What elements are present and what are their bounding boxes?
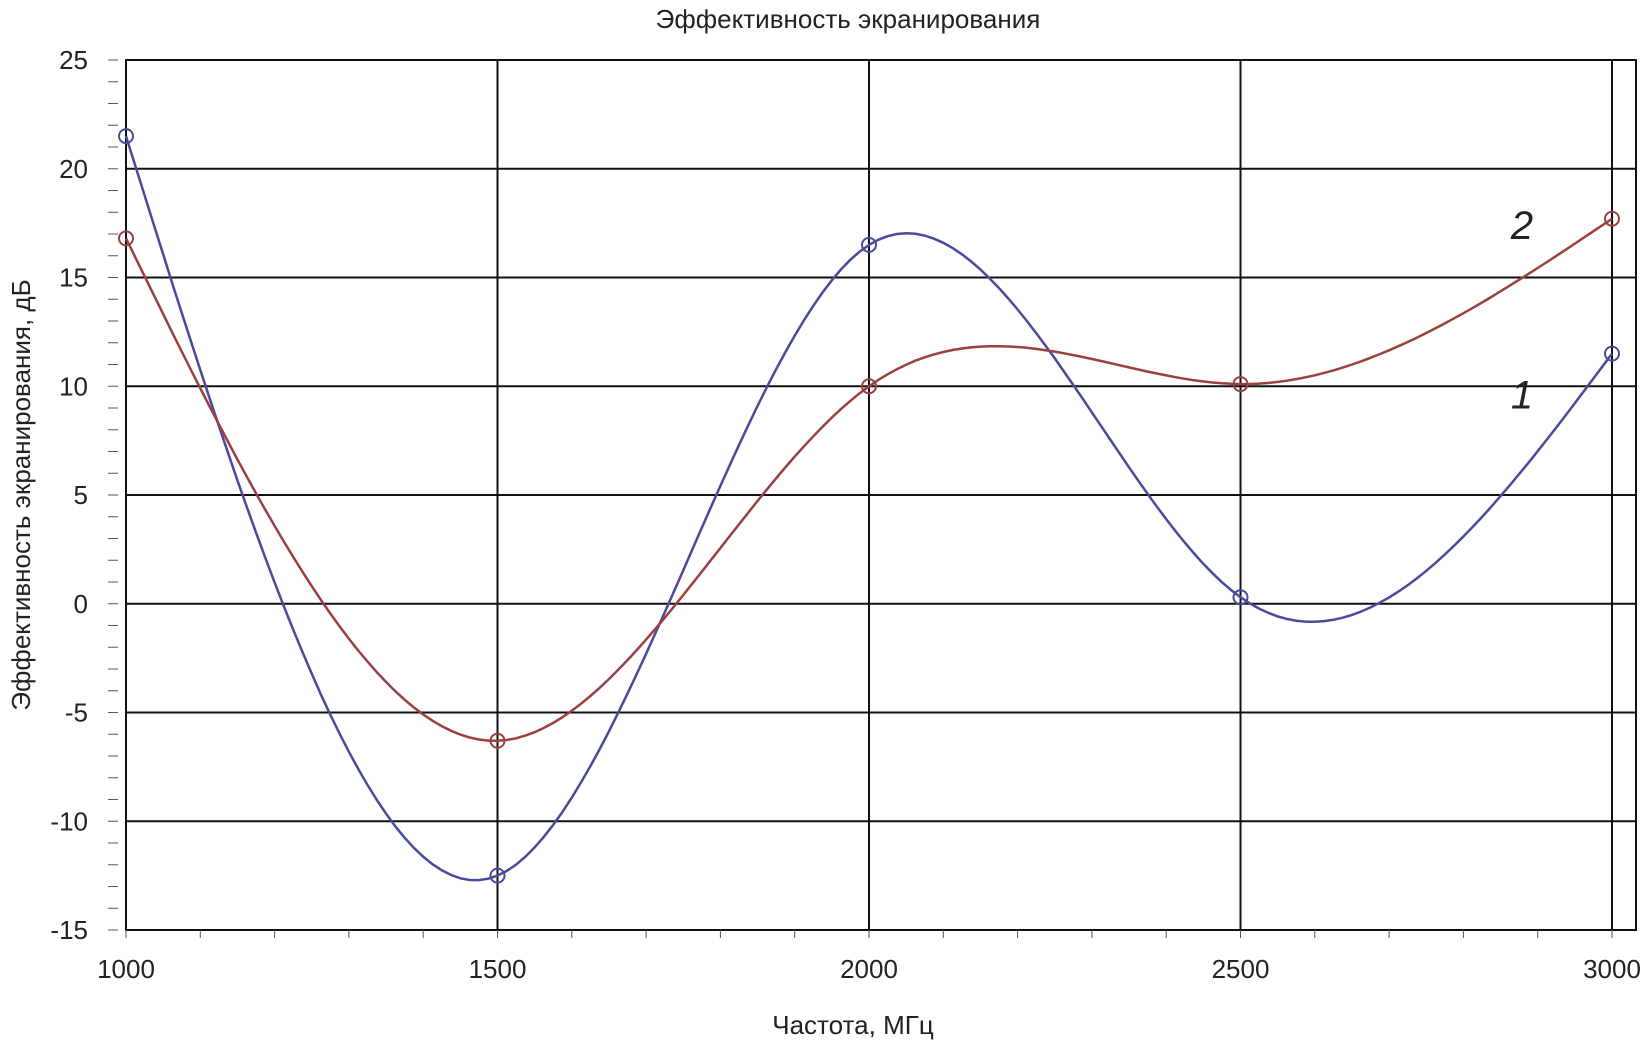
grid	[125, 59, 1636, 931]
data-point	[489, 732, 506, 749]
data-point	[118, 230, 134, 247]
y-tick-label: 5	[74, 480, 88, 510]
data-point	[1232, 589, 1249, 606]
x-tick-label: 3000	[1583, 954, 1641, 984]
x-tick-label: 2000	[840, 954, 898, 984]
series-line-2	[124, 217, 1613, 743]
y-tick-label: 20	[59, 154, 88, 184]
y-tick-label: -5	[65, 698, 88, 728]
data-point	[1232, 376, 1249, 393]
x-axis-title: Частота, МГц	[772, 1010, 934, 1040]
data-point	[489, 867, 506, 884]
chart-title: Эффективность экранирования	[656, 4, 1041, 34]
data-point	[118, 128, 134, 145]
series-line-1	[124, 135, 1614, 882]
series-label-1: 1	[1511, 374, 1533, 418]
y-tick-label: 15	[59, 263, 88, 293]
y-tick-label: -10	[50, 806, 88, 836]
data-point	[861, 378, 877, 395]
data-point	[1604, 210, 1620, 227]
data-point	[1604, 345, 1620, 362]
y-axis: -15 -10 -5 0 5 10 15 20 25	[50, 45, 118, 945]
y-tick-label: 25	[59, 45, 88, 75]
y-axis-title: Эффективность экранирования, дБ	[6, 279, 36, 710]
series-layer: 12	[118, 128, 1620, 884]
y-tick-label: 0	[74, 589, 88, 619]
x-axis: 1000 1500 2000 2500 3000	[97, 930, 1641, 984]
x-tick-label: 2500	[1212, 954, 1270, 984]
data-point	[861, 236, 877, 253]
y-tick-label: 10	[59, 371, 88, 401]
x-tick-label: 1500	[469, 954, 527, 984]
series-label-2: 2	[1510, 204, 1533, 248]
plot-frame	[125, 59, 1637, 931]
x-tick-label: 1000	[97, 954, 155, 984]
y-tick-label: -15	[50, 915, 88, 945]
